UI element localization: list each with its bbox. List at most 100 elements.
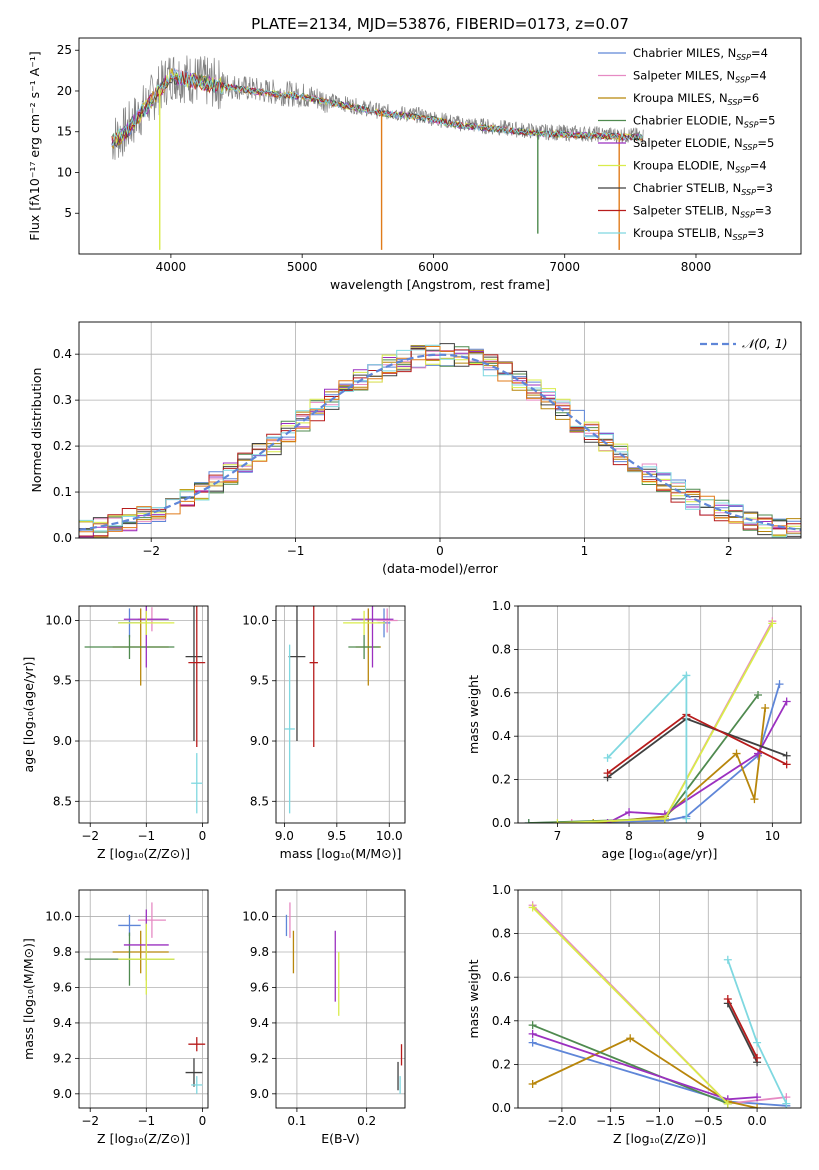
x-tick-label: −2 xyxy=(142,544,160,558)
y-tick-label: 0.3 xyxy=(53,393,72,407)
mass-weight-line xyxy=(528,683,781,823)
axes-mass_vs_Z: −2 −1 0 9.0 9.2 9.4 9.6 9.8 10.0 Z [log₁₀(Z/Z⊙)] m… xyxy=(21,889,209,1146)
residual-histogram xyxy=(79,346,801,534)
y-tick-label: 0.1 xyxy=(53,485,72,499)
mass-weight-marker xyxy=(603,753,612,762)
mass-weight-line xyxy=(557,622,774,823)
mass-weight-marker xyxy=(660,814,669,823)
mass-weight-marker xyxy=(528,1080,537,1089)
y-tick-label: 9.4 xyxy=(53,1016,72,1030)
figure-title: PLATE=2134, MJD=53876, FIBERID=0173, z=0… xyxy=(251,15,629,33)
x-tick-label: 10 xyxy=(765,829,780,843)
x-tick-label: −1 xyxy=(287,544,305,558)
x-tick-label: −2.0 xyxy=(547,1114,576,1128)
x-tick-label: −1.5 xyxy=(596,1114,625,1128)
y-tick-label: 0.0 xyxy=(492,1101,511,1115)
model-spectrum-line xyxy=(111,69,644,146)
y-tick-label: 9.4 xyxy=(250,1016,269,1030)
mass-weight-marker xyxy=(625,808,634,817)
y-tick-label: 9.0 xyxy=(53,734,72,748)
axes-frame xyxy=(78,605,209,824)
y-tick-label: 0.2 xyxy=(492,773,511,787)
y-tick-label: 15 xyxy=(57,125,72,139)
x-tick-label: 9.0 xyxy=(275,829,294,843)
axes-age_vs_mass: 9.0 9.5 10.0 8.5 9.0 9.5 10.0 mass [log₁₀(M/M⊙)… xyxy=(242,605,406,861)
x-tick-label: 5000 xyxy=(287,260,318,274)
x-tick-label: −1 xyxy=(137,1114,155,1128)
x-axis-label: Z [log₁₀(Z/Z⊙)] xyxy=(97,846,190,861)
mass-weight-marker xyxy=(761,703,770,712)
y-tick-label: 9.6 xyxy=(250,980,269,994)
x-tick-label: −2 xyxy=(81,829,99,843)
x-tick-label: −1.0 xyxy=(645,1114,674,1128)
legend-entry: Kroupa ELODIE, NSSP=4 xyxy=(633,159,767,175)
y-tick-label: 9.8 xyxy=(53,945,72,959)
mass-weight-marker xyxy=(750,795,759,804)
y-tick-label: 1.0 xyxy=(492,599,511,613)
mass-weight-marker xyxy=(753,1093,762,1102)
y-tick-label: 9.6 xyxy=(53,980,72,994)
spectrum-legend: Chabrier MILES, NSSP=4 Salpeter MILES, NS… xyxy=(598,46,775,242)
x-tick-label: 0 xyxy=(199,829,207,843)
mass-weight-line xyxy=(532,1037,758,1108)
y-tick-label: 8.5 xyxy=(250,794,269,808)
y-tick-label: 0.8 xyxy=(492,927,511,941)
mass-weight-line xyxy=(532,1033,758,1101)
x-tick-label: −0.5 xyxy=(694,1114,723,1128)
mass-weight-line xyxy=(726,1002,758,1063)
y-tick-label: 0.6 xyxy=(492,970,511,984)
y-axis-label: mass weight xyxy=(466,675,481,754)
legend-entry: Chabrier MILES, NSSP=4 xyxy=(633,46,768,62)
plot-area-massweight_vs_Z xyxy=(528,901,791,1108)
legend-entry: Kroupa MILES, NSSP=6 xyxy=(633,91,759,107)
x-tick-label: 6000 xyxy=(418,260,449,274)
mass-weight-line xyxy=(528,694,759,823)
mass-weight-marker xyxy=(567,819,576,823)
mass-weight-marker xyxy=(553,819,562,823)
legend-entry: 𝒩(0, 1) xyxy=(742,336,788,351)
x-tick-label: −2 xyxy=(81,1114,99,1128)
axes-frame xyxy=(275,605,406,824)
x-tick-label: 0.1 xyxy=(287,1114,306,1128)
x-tick-label: 0 xyxy=(436,544,444,558)
y-tick-label: 0.0 xyxy=(53,531,72,545)
mass-weight-line xyxy=(726,998,758,1059)
mass-weight-marker xyxy=(782,697,791,706)
x-tick-label: 0.2 xyxy=(357,1114,376,1128)
mass-weight-marker xyxy=(524,819,533,823)
plot-area-mass_vs_Z xyxy=(84,902,206,1094)
axes-frame xyxy=(517,605,802,824)
plot-area-mass_vs_EBV xyxy=(285,902,403,1094)
axes-residuals: −2 −1 0 1 2 0.0 0.1 0.2 0.3 0.4 (data-model)/error… xyxy=(29,321,802,576)
mass-weight-line xyxy=(531,906,729,1105)
x-axis-label: mass [log₁₀(M/M⊙)] xyxy=(280,846,402,861)
y-axis-label: mass [log₁₀(M/M⊙)] xyxy=(21,938,36,1060)
legend-entry: Salpeter MILES, NSSP=4 xyxy=(633,69,767,85)
plot-area-age_vs_Z xyxy=(84,606,206,814)
y-axis-label: Flux [fλ10⁻¹⁷ erg cm⁻² s⁻¹ A⁻¹] xyxy=(27,51,42,240)
axes-massweight_vs_Z: −2.0 −1.5 −1.0 −0.5 0.0 0.0 0.2 0.4 0.6 0.8 1.0 Z [… xyxy=(466,883,802,1146)
x-tick-label: −1 xyxy=(137,829,155,843)
y-axis-label: mass weight xyxy=(466,959,481,1038)
legend-entry: Chabrier ELODIE, NSSP=5 xyxy=(633,114,775,130)
y-tick-label: 9.2 xyxy=(53,1051,72,1065)
x-axis-label: E(B-V) xyxy=(321,1131,360,1146)
y-tick-label: 9.0 xyxy=(53,1087,72,1101)
plot-area-massweight_vs_age xyxy=(524,617,791,823)
plots-container: 4000 5000 6000 7000 8000510152025wavelength … xyxy=(21,37,802,1146)
y-tick-label: 0.2 xyxy=(492,1057,511,1071)
axes-age_vs_Z: −2 −1 0 8.5 9.0 9.5 10.0 Z [log₁₀(Z/Z⊙)] age [lo… xyxy=(21,605,209,861)
axes-frame xyxy=(78,37,802,255)
y-tick-label: 0.0 xyxy=(492,816,511,830)
x-tick-label: 1 xyxy=(581,544,589,558)
x-tick-label: 8000 xyxy=(681,260,712,274)
y-tick-label: 8.5 xyxy=(53,794,72,808)
y-axis-label: age [log₁₀(age/yr)] xyxy=(21,657,36,773)
y-tick-label: 9.5 xyxy=(53,674,72,688)
y-tick-label: 0.4 xyxy=(492,1014,511,1028)
mass-weight-marker xyxy=(782,1099,791,1108)
y-tick-label: 25 xyxy=(57,43,72,57)
y-tick-label: 9.5 xyxy=(250,674,269,688)
y-tick-label: 9.0 xyxy=(250,734,269,748)
